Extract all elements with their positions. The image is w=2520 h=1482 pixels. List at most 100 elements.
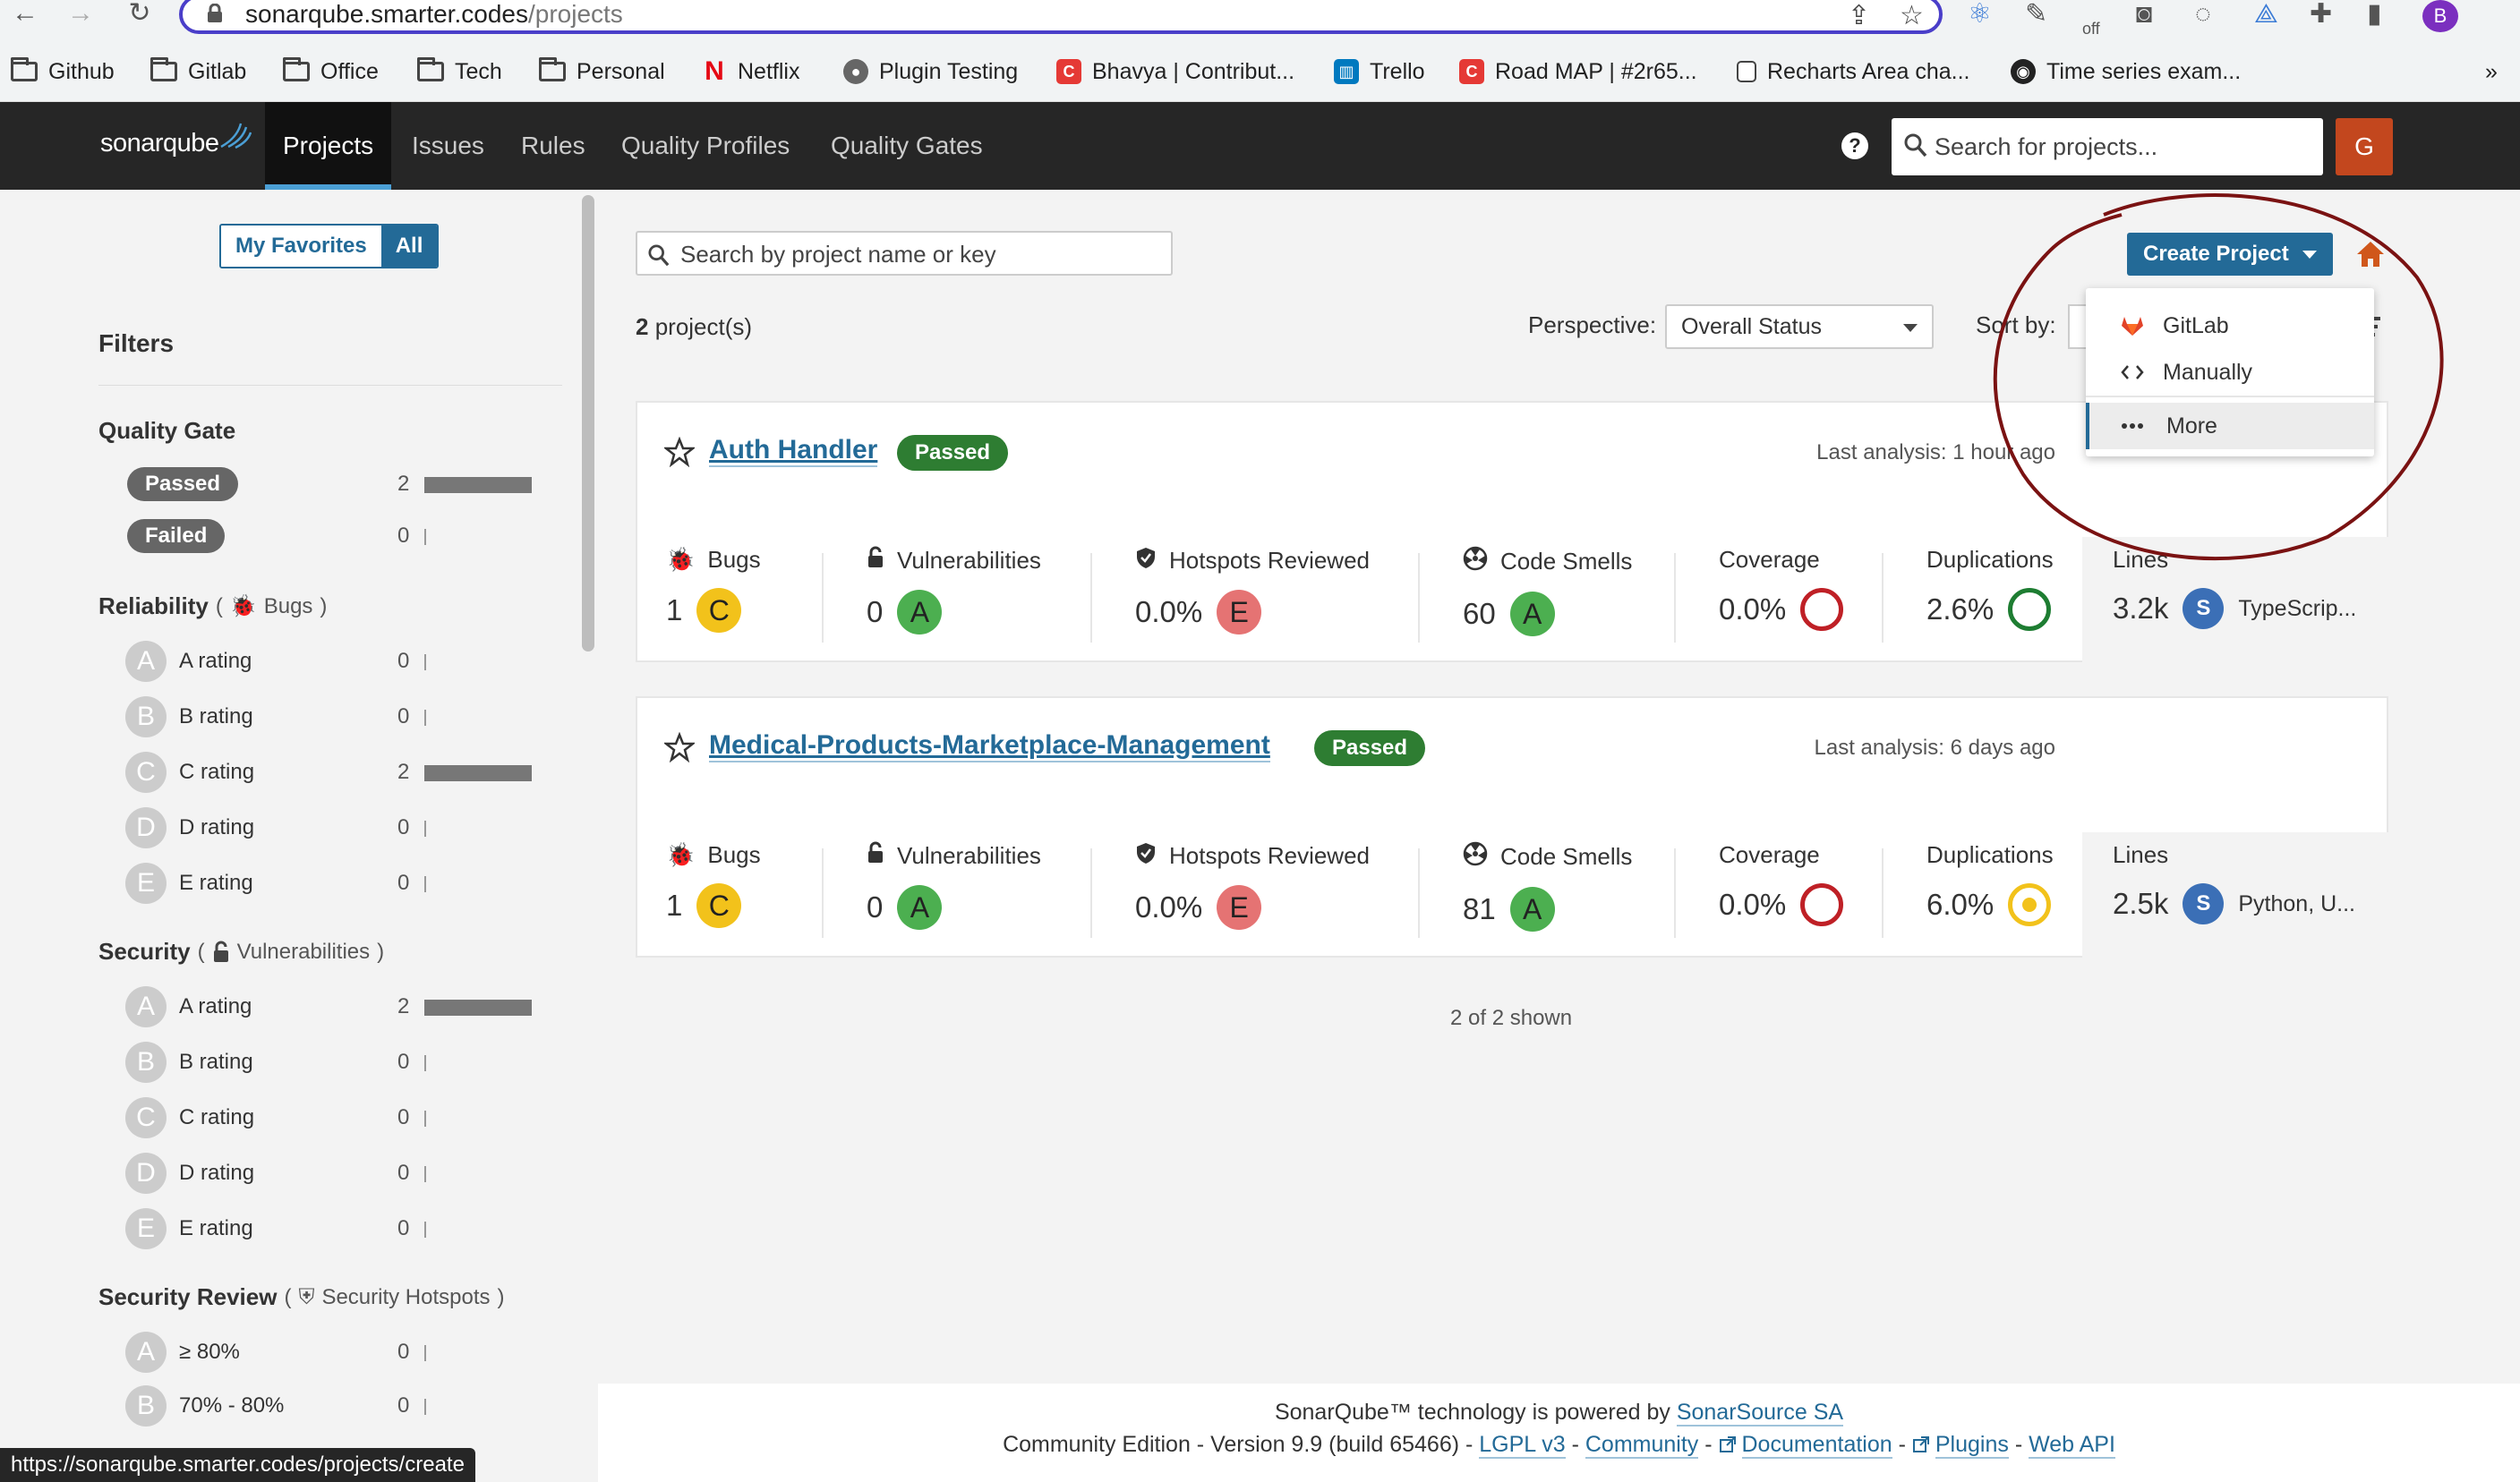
facet-bar bbox=[424, 654, 426, 670]
metric-value[interactable]: 0.0% bbox=[1135, 890, 1203, 924]
rating-badge[interactable]: A bbox=[897, 590, 943, 635]
bookmark-netflix[interactable]: N Netflix bbox=[702, 55, 799, 88]
facet-row[interactable]: C C rating 2 bbox=[125, 752, 555, 793]
project-name-link[interactable]: Medical-Products-Marketplace-Management bbox=[709, 730, 1270, 762]
favorite-star-icon[interactable] bbox=[664, 437, 695, 467]
help-icon[interactable]: ? bbox=[1841, 132, 1868, 159]
bookmark-tech[interactable]: Tech bbox=[417, 55, 502, 88]
facet-row[interactable]: E E rating 0 bbox=[125, 863, 555, 904]
plugins-link[interactable]: Plugins bbox=[1935, 1432, 2009, 1459]
sidebar-scrollbar[interactable] bbox=[580, 190, 598, 1482]
metric-value[interactable]: 2.6% bbox=[1926, 592, 1995, 626]
facet-row[interactable]: B 70% - 80% 0 bbox=[125, 1385, 555, 1427]
facet-row[interactable]: A A rating 0 bbox=[125, 641, 555, 682]
bookmark-personal[interactable]: Personal bbox=[539, 55, 665, 88]
facet-row[interactable]: E E rating 0 bbox=[125, 1208, 555, 1249]
metric-value[interactable]: 81 bbox=[1463, 892, 1496, 925]
metric-value[interactable]: 1 bbox=[666, 593, 683, 626]
metric-value[interactable]: 60 bbox=[1463, 597, 1496, 630]
react-devtools-icon[interactable]: ⚛ bbox=[1968, 0, 1992, 29]
global-search-box[interactable] bbox=[1892, 118, 2323, 175]
all-button[interactable]: All bbox=[380, 226, 438, 267]
perspective-select[interactable]: Overall Status bbox=[1665, 304, 1934, 349]
bookmark-time-series[interactable]: ◉ Time series exam... bbox=[2011, 55, 2241, 88]
bookmark-recharts[interactable]: Recharts Area cha... bbox=[1737, 55, 1970, 88]
extension-icon[interactable]: ◌ bbox=[2195, 0, 2211, 29]
nav-rules[interactable]: Rules bbox=[521, 132, 585, 159]
web-api-link[interactable]: Web API bbox=[2029, 1432, 2115, 1459]
bookmark-plugin-testing[interactable]: ● Plugin Testing bbox=[843, 55, 1018, 88]
facet-row[interactable]: A ≥ 80% 0 bbox=[125, 1332, 555, 1373]
metric-value[interactable]: 2.5k bbox=[2113, 887, 2169, 920]
rating-badge[interactable]: E bbox=[1217, 590, 1262, 635]
bookmark-star-icon[interactable]: ☆ bbox=[1900, 1, 1924, 30]
quality-gate-failed-filter[interactable]: Failed bbox=[127, 519, 226, 553]
bookmark-gitlab[interactable]: Gitlab bbox=[150, 55, 246, 88]
user-avatar[interactable]: G bbox=[2336, 118, 2393, 175]
bookmark-bhavya[interactable]: C Bhavya | Contribut... bbox=[1056, 55, 1294, 88]
facet-row[interactable]: B B rating 0 bbox=[125, 696, 555, 737]
metric-value[interactable]: 0.0% bbox=[1135, 595, 1203, 628]
rating-badge[interactable]: C bbox=[696, 588, 742, 633]
favorite-star-icon[interactable] bbox=[664, 732, 695, 762]
nav-projects[interactable]: Projects bbox=[265, 102, 392, 190]
metric-value[interactable]: 1 bbox=[666, 889, 683, 922]
facet-row[interactable]: D D rating 0 bbox=[125, 807, 555, 848]
facet-row[interactable]: A A rating 2 bbox=[125, 986, 555, 1027]
facet-row-failed[interactable]: 0 bbox=[125, 515, 555, 557]
dropdown-item-more[interactable]: More bbox=[2086, 403, 2374, 449]
back-arrow-icon[interactable]: ← bbox=[12, 0, 38, 28]
rating-badge[interactable]: A bbox=[1509, 887, 1555, 932]
metric-value[interactable]: 0.0% bbox=[1719, 888, 1787, 921]
nav-quality-profiles[interactable]: Quality Profiles bbox=[621, 132, 790, 159]
scrollbar-thumb[interactable] bbox=[582, 195, 594, 652]
lgpl-link[interactable]: LGPL v3 bbox=[1479, 1432, 1566, 1459]
dropdown-item-gitlab[interactable]: GitLab bbox=[2086, 302, 2374, 349]
extension-off-badge[interactable]: off bbox=[2082, 20, 2100, 38]
documentation-link[interactable]: Documentation bbox=[1741, 1432, 1892, 1459]
reload-icon[interactable]: ↻ bbox=[128, 0, 151, 28]
quality-gate-passed-filter[interactable]: Passed bbox=[127, 467, 239, 501]
rating-badge[interactable]: C bbox=[696, 883, 742, 928]
project-name-link[interactable]: Auth Handler bbox=[709, 435, 878, 467]
share-icon[interactable]: ⇪ bbox=[1848, 1, 1871, 30]
address-bar[interactable]: sonarqube.smarter.codes/projects ⇪ ☆ bbox=[179, 0, 1943, 34]
highlighter-extension-icon[interactable]: ✎ bbox=[2025, 0, 2048, 29]
browser-profile-avatar[interactable]: B bbox=[2422, 0, 2458, 32]
bookmark-github[interactable]: Github bbox=[11, 55, 115, 88]
metric-value[interactable]: 6.0% bbox=[1926, 888, 1995, 921]
network-extension-icon[interactable]: ⟁ bbox=[2254, 0, 2278, 29]
home-icon[interactable] bbox=[2354, 238, 2387, 270]
metric-value[interactable]: 0 bbox=[867, 595, 884, 628]
sonarqube-logo[interactable]: sonarqube bbox=[100, 129, 219, 158]
rating-badge[interactable]: E bbox=[1217, 885, 1262, 930]
facet-row[interactable]: B B rating 0 bbox=[125, 1042, 555, 1083]
puzzle-extensions-icon[interactable]: ✚ bbox=[2310, 0, 2333, 29]
metric-value[interactable]: 3.2k bbox=[2113, 592, 2169, 625]
metric-value[interactable]: 0 bbox=[867, 890, 884, 924]
camera-extension-icon[interactable]: ◙ bbox=[2136, 0, 2153, 29]
forward-arrow-icon[interactable]: → bbox=[67, 0, 94, 28]
my-favorites-button[interactable]: My Favorites bbox=[221, 226, 381, 267]
rating-badge[interactable]: A bbox=[897, 885, 943, 930]
facet-row[interactable]: C C rating 0 bbox=[125, 1097, 555, 1138]
project-search-input[interactable] bbox=[680, 238, 1164, 270]
create-project-button[interactable]: Create Project bbox=[2127, 233, 2333, 276]
metric-value[interactable]: 0.0% bbox=[1719, 592, 1787, 626]
bookmark-office[interactable]: Office bbox=[283, 55, 379, 88]
bookmark-road-map[interactable]: C Road MAP | #2r65... bbox=[1459, 55, 1697, 88]
facet-row-passed[interactable]: 2 bbox=[125, 464, 555, 505]
bookmark-trello[interactable]: ▥ Trello bbox=[1334, 55, 1425, 88]
bookmarks-overflow-icon[interactable]: » bbox=[2485, 58, 2498, 84]
community-link[interactable]: Community bbox=[1585, 1432, 1699, 1459]
project-search-box[interactable] bbox=[636, 231, 1173, 276]
nav-issues[interactable]: Issues bbox=[412, 132, 484, 159]
sonarsource-link[interactable]: SonarSource SA bbox=[1676, 1400, 1844, 1427]
facet-label: D rating bbox=[179, 815, 255, 839]
nav-quality-gates[interactable]: Quality Gates bbox=[831, 132, 983, 159]
global-search-input[interactable] bbox=[1935, 127, 2311, 166]
rating-badge[interactable]: A bbox=[1509, 592, 1555, 636]
facet-row[interactable]: D D rating 0 bbox=[125, 1153, 555, 1194]
dropdown-item-manually[interactable]: Manually bbox=[2086, 349, 2374, 396]
sidebar-panel-icon[interactable]: ▮ bbox=[2367, 0, 2382, 29]
